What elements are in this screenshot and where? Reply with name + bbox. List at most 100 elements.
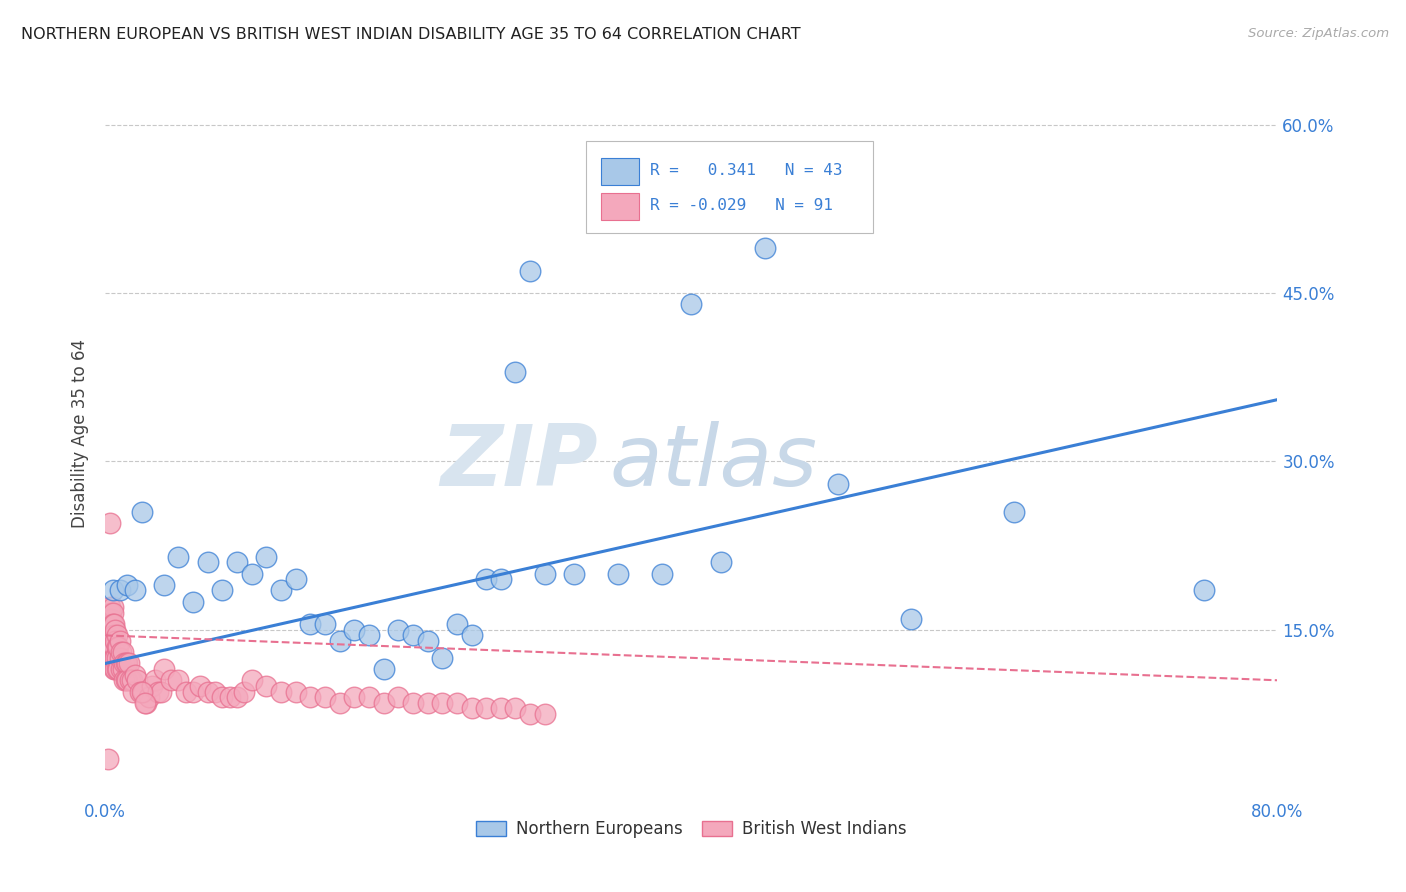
Point	[153, 662, 176, 676]
Point	[114, 657, 136, 671]
Point	[754, 241, 776, 255]
Point	[101, 583, 124, 598]
Text: NORTHERN EUROPEAN VS BRITISH WEST INDIAN DISABILITY AGE 35 TO 64 CORRELATION CHA: NORTHERN EUROPEAN VS BRITISH WEST INDIAN…	[21, 27, 800, 42]
Point	[115, 657, 138, 671]
Point	[314, 690, 336, 705]
Point	[111, 645, 134, 659]
Point	[98, 600, 121, 615]
Point	[101, 617, 124, 632]
Point	[240, 566, 263, 581]
Point	[270, 684, 292, 698]
Point	[97, 752, 120, 766]
Point	[107, 640, 129, 654]
Point	[299, 690, 322, 705]
Point	[1002, 505, 1025, 519]
Point	[105, 640, 128, 654]
Point	[122, 684, 145, 698]
Point	[460, 628, 482, 642]
Point	[710, 556, 733, 570]
Point	[120, 673, 142, 688]
Legend: Northern Europeans, British West Indians: Northern Europeans, British West Indians	[470, 814, 914, 845]
Text: atlas: atlas	[609, 421, 817, 504]
Point	[233, 684, 256, 698]
Text: R = -0.029   N = 91: R = -0.029 N = 91	[651, 198, 834, 213]
Point	[446, 617, 468, 632]
Point	[98, 617, 121, 632]
Point	[108, 650, 131, 665]
Point	[357, 628, 380, 642]
Point	[103, 617, 125, 632]
Point	[489, 701, 512, 715]
Point	[190, 679, 212, 693]
Point	[284, 572, 307, 586]
Point	[357, 690, 380, 705]
Point	[900, 611, 922, 625]
Point	[797, 179, 820, 194]
Point	[254, 679, 277, 693]
Point	[343, 623, 366, 637]
Point	[533, 566, 555, 581]
Point	[138, 690, 160, 705]
Point	[108, 634, 131, 648]
Point	[103, 650, 125, 665]
Text: R =   0.341   N = 43: R = 0.341 N = 43	[651, 163, 842, 178]
Point	[211, 690, 233, 705]
Point	[254, 549, 277, 564]
Point	[107, 662, 129, 676]
Point	[607, 566, 630, 581]
Point	[101, 600, 124, 615]
Point	[475, 572, 498, 586]
Point	[131, 505, 153, 519]
FancyBboxPatch shape	[600, 193, 638, 220]
Point	[167, 549, 190, 564]
Point	[218, 690, 240, 705]
Point	[108, 583, 131, 598]
Point	[103, 662, 125, 676]
Point	[135, 696, 157, 710]
Point	[104, 623, 127, 637]
Point	[160, 673, 183, 688]
Point	[181, 684, 204, 698]
Point	[519, 706, 541, 721]
FancyBboxPatch shape	[600, 158, 638, 186]
Point	[110, 662, 132, 676]
Point	[402, 696, 425, 710]
Point	[101, 640, 124, 654]
Text: Source: ZipAtlas.com: Source: ZipAtlas.com	[1249, 27, 1389, 40]
Point	[98, 611, 121, 625]
Point	[115, 673, 138, 688]
Point	[103, 628, 125, 642]
Point	[446, 696, 468, 710]
Point	[153, 578, 176, 592]
Point	[270, 583, 292, 598]
Point	[197, 684, 219, 698]
Point	[167, 673, 190, 688]
Point	[562, 566, 585, 581]
Point	[432, 696, 454, 710]
Point	[475, 701, 498, 715]
Point	[416, 634, 439, 648]
Point	[115, 578, 138, 592]
Point	[104, 650, 127, 665]
Point	[104, 662, 127, 676]
Point	[402, 628, 425, 642]
Point	[489, 572, 512, 586]
Point	[211, 583, 233, 598]
Point	[121, 673, 143, 688]
Point	[100, 606, 122, 620]
Point	[226, 556, 249, 570]
Point	[240, 673, 263, 688]
Y-axis label: Disability Age 35 to 64: Disability Age 35 to 64	[72, 339, 89, 528]
Point	[387, 623, 409, 637]
Point	[329, 696, 352, 710]
Point	[105, 650, 128, 665]
Point	[387, 690, 409, 705]
Point	[118, 657, 141, 671]
Point	[143, 673, 166, 688]
Point	[100, 628, 122, 642]
Point	[124, 667, 146, 681]
Point	[103, 640, 125, 654]
Point	[204, 684, 226, 698]
Point	[197, 556, 219, 570]
Point	[460, 701, 482, 715]
